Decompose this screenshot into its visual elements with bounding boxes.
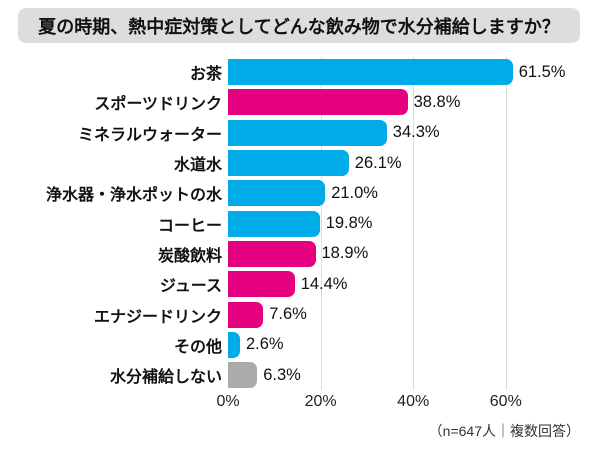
sample-size-note: （n=647人｜複数回答） bbox=[428, 423, 580, 439]
bar bbox=[228, 301, 264, 328]
x-tick-label: 40% bbox=[397, 393, 430, 410]
category-label: お茶 bbox=[189, 66, 222, 84]
value-label: 18.9% bbox=[321, 244, 369, 263]
gridlines-layer bbox=[0, 57, 600, 390]
chart-title: 夏の時期、熱中症対策としてどんな飲み物で水分補給しますか？ bbox=[18, 8, 580, 43]
value-label: 19.8% bbox=[325, 214, 373, 233]
x-tick-label: 20% bbox=[304, 393, 337, 410]
bar-row: コーヒー 19.8% bbox=[0, 208, 600, 238]
category-label: 水分補給しない bbox=[109, 369, 222, 387]
value-label: 7.6% bbox=[269, 305, 307, 324]
bar bbox=[228, 89, 408, 116]
category-label: 炭酸飲料 bbox=[157, 247, 222, 265]
bar-row: スポーツドリンク 38.8% bbox=[0, 87, 600, 117]
bar-row: 浄水器・浄水ポットの水 21.0% bbox=[0, 178, 600, 208]
bar-row: 水分補給しない 6.3% bbox=[0, 360, 600, 390]
value-label: 2.6% bbox=[246, 335, 284, 354]
value-label: 38.8% bbox=[413, 92, 461, 111]
category-label: ミネラルウォーター bbox=[77, 126, 222, 144]
bar bbox=[228, 271, 295, 298]
category-label: エナジードリンク bbox=[93, 308, 222, 326]
bar bbox=[228, 362, 258, 389]
bar bbox=[228, 210, 320, 237]
gridline bbox=[413, 57, 415, 390]
bar-row: その他 2.6% bbox=[0, 330, 600, 360]
value-label: 6.3% bbox=[263, 365, 301, 384]
category-label: 浄水器・浄水ポットの水 bbox=[45, 187, 222, 205]
bar bbox=[228, 119, 387, 146]
category-label: その他 bbox=[173, 338, 222, 356]
bar bbox=[228, 150, 349, 177]
bar-row: ジュース 14.4% bbox=[0, 269, 600, 299]
bar bbox=[228, 240, 316, 267]
value-label: 21.0% bbox=[331, 183, 378, 202]
category-label: スポーツドリンク bbox=[94, 96, 222, 114]
bar bbox=[228, 180, 326, 207]
bar-row: お茶 61.5% bbox=[0, 57, 600, 87]
bar-row: 炭酸飲料 18.9% bbox=[0, 239, 600, 269]
value-label: 61.5% bbox=[518, 62, 566, 81]
bar-rows: お茶 61.5% スポーツドリンク 38.8% ミネラルウォーター 34.3% 水道水 26.… bbox=[0, 57, 600, 390]
value-label: 34.3% bbox=[392, 123, 440, 142]
x-tick-label: 0% bbox=[216, 393, 240, 410]
value-label: 26.1% bbox=[354, 153, 402, 172]
gridline bbox=[505, 57, 507, 390]
x-tick-label: 60% bbox=[489, 393, 522, 410]
bar-row: ミネラルウォーター 34.3% bbox=[0, 118, 600, 148]
bar bbox=[228, 59, 513, 86]
x-axis: 0% 20% 40% 60% bbox=[0, 393, 600, 417]
gridline bbox=[320, 57, 322, 390]
bar-row: エナジードリンク 7.6% bbox=[0, 299, 600, 329]
bar bbox=[228, 331, 240, 358]
bar-row: 水道水 26.1% bbox=[0, 148, 600, 178]
value-label: 14.4% bbox=[300, 274, 348, 293]
category-label: ジュース bbox=[159, 278, 222, 296]
category-label: 水道水 bbox=[173, 157, 222, 175]
category-label: コーヒー bbox=[157, 217, 222, 235]
